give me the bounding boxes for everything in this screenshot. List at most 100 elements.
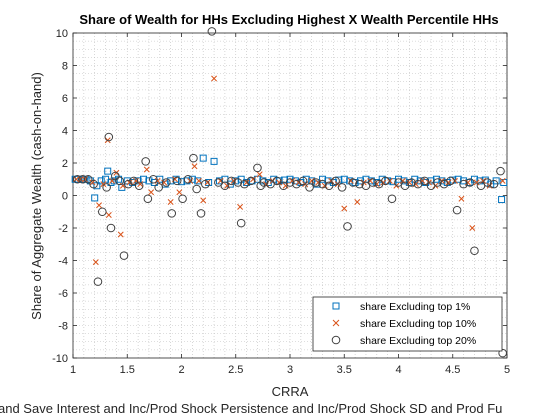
x-tick-label: 4.5 (445, 364, 460, 376)
point-circle (498, 348, 507, 358)
x-axis-label: CRRA (272, 384, 309, 399)
point-circle (192, 184, 201, 194)
point-circle (189, 153, 198, 163)
point-square (172, 175, 180, 183)
point-circle (167, 209, 177, 218)
point-square (215, 177, 223, 185)
point-circle (489, 179, 499, 189)
point-circle (236, 218, 246, 228)
point-x (386, 177, 393, 184)
point-x (200, 197, 207, 204)
point-square (140, 175, 148, 183)
point-circle (207, 27, 217, 36)
point-circle (470, 246, 479, 256)
point-x (499, 177, 506, 184)
point-circle (348, 178, 358, 187)
point-circle (104, 132, 114, 142)
point-square (210, 157, 218, 165)
point-circle (196, 209, 206, 218)
point-square (232, 177, 240, 185)
point-circle (246, 176, 256, 186)
point-x (96, 202, 102, 209)
legend-label-top1: share Excluding top 1% (360, 301, 470, 313)
legend-box (312, 296, 503, 352)
point-circle (143, 194, 153, 204)
point-circle (162, 178, 171, 187)
series-circle (73, 27, 507, 358)
point-square (286, 175, 294, 183)
point-circle (183, 174, 193, 184)
point-x (143, 166, 150, 173)
x-tick-label: 2 (178, 364, 184, 376)
point-circle (227, 176, 236, 186)
point-square (104, 167, 112, 175)
point-square (319, 175, 327, 183)
point-circle (89, 179, 98, 189)
point-circle (355, 179, 364, 189)
point-circle (256, 181, 266, 191)
point-circle (446, 176, 455, 186)
point-circle (343, 222, 352, 231)
point-x (211, 75, 218, 82)
x-tick-label: 4 (395, 364, 401, 376)
x-tick-label: 2.5 (228, 364, 243, 376)
point-x (451, 177, 458, 184)
point-x (195, 177, 202, 184)
point-circle (220, 181, 230, 191)
point-circle (115, 176, 124, 186)
point-x (92, 259, 99, 266)
point-circle (134, 181, 144, 191)
point-circle (433, 178, 442, 187)
point-circle (324, 181, 334, 191)
point-x (328, 177, 335, 184)
point-x (148, 189, 155, 196)
point-square (400, 177, 408, 185)
point-circle (154, 183, 164, 192)
x-axis: 1 1.5 2 2.5 3 3.5 4 4.5 5 (70, 33, 510, 376)
point-circle (259, 178, 269, 187)
point-square (110, 177, 118, 185)
point-square (367, 177, 375, 185)
series-square (71, 154, 508, 204)
point-circle (83, 174, 93, 184)
chart-title: Share of Wealth for HHs Excluding Highes… (79, 12, 498, 27)
point-x (256, 171, 263, 178)
figure-caption: and Save Interest and Inc/Prod Shock Per… (0, 401, 502, 416)
point-circle (305, 183, 314, 192)
legend-marker-square-icon (332, 302, 340, 310)
point-x (354, 199, 361, 205)
y-tick-label: 0 (62, 191, 68, 203)
y-tick-label: 10 (56, 28, 68, 40)
point-square (115, 175, 123, 183)
point-square (243, 179, 251, 186)
point-circle (496, 166, 505, 176)
point-circle (368, 178, 377, 187)
y-tick-label: -10 (52, 353, 68, 365)
point-square (91, 194, 99, 202)
point-circle (73, 174, 82, 184)
y-tick-label: 6 (62, 93, 68, 105)
y-tick-label: -4 (58, 256, 68, 268)
legend-marker-circle-icon (331, 335, 341, 345)
y-tick-label: -8 (58, 321, 68, 333)
point-circle (420, 176, 429, 186)
point-x (458, 195, 465, 202)
point-circle (102, 183, 111, 192)
legend-label-top10: share Excluding top 10% (360, 318, 476, 330)
point-square (259, 177, 267, 185)
point-circle (387, 194, 397, 204)
x-tick-label: 3.5 (337, 364, 352, 376)
x-tick-label: 1.5 (120, 364, 135, 376)
y-axis: -10 -8 -6 -4 -2 0 2 4 6 8 10 (52, 28, 507, 365)
point-x (100, 181, 107, 188)
x-tick-label: 5 (504, 364, 510, 376)
point-circle (178, 194, 187, 204)
point-circle (331, 176, 340, 186)
y-tick-label: -6 (58, 288, 68, 300)
point-circle (311, 178, 321, 187)
point-circle (119, 251, 129, 260)
point-x (341, 205, 348, 212)
point-x (73, 176, 80, 183)
point-circle (93, 277, 103, 286)
